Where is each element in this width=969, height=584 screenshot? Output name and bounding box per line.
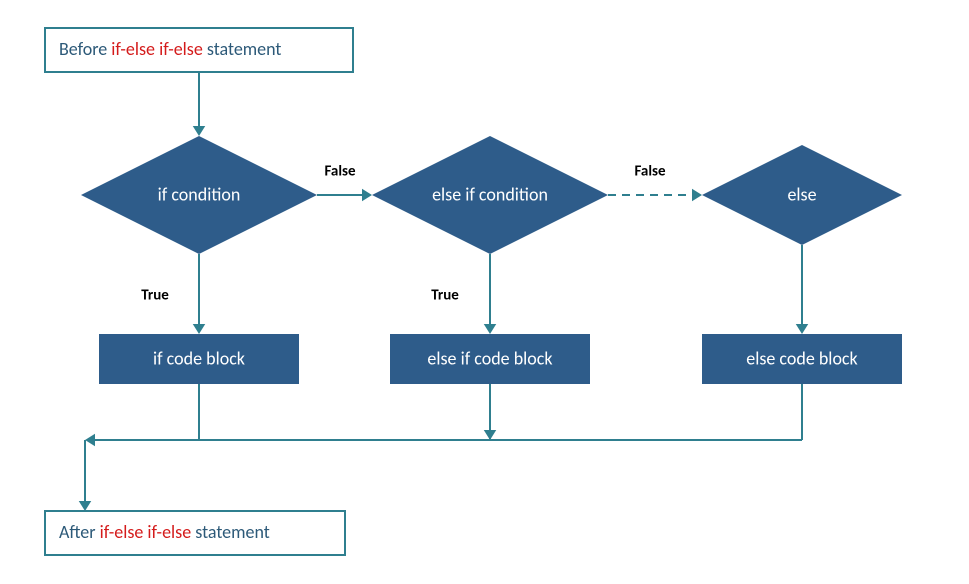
node-after: After if-else if-else statement — [45, 511, 345, 555]
node-d_elseif: else if condition — [372, 136, 608, 254]
node-b_elseif: else if code block — [390, 334, 590, 384]
edge-if_to_elseif: False — [317, 163, 372, 202]
node-d_if: if condition — [81, 136, 317, 254]
node-before: Before if-else if-else statement — [45, 28, 353, 72]
merge-path — [79, 384, 802, 511]
svg-text:After if-else if-else statemen: After if-else if-else statement — [59, 521, 270, 543]
svg-text:else code block: else code block — [746, 347, 857, 369]
svg-text:if code block: if code block — [153, 347, 245, 369]
node-b_if: if code block — [99, 334, 299, 384]
edge-before_to_if — [193, 72, 206, 136]
edge-elseif_to_else: False — [608, 163, 702, 202]
svg-text:else: else — [787, 183, 816, 205]
svg-text:if condition: if condition — [158, 183, 241, 205]
svg-text:Before if-else if-else stateme: Before if-else if-else statement — [59, 38, 281, 60]
svg-text:False: False — [634, 163, 666, 181]
edge-else_to_block — [796, 245, 809, 334]
edge-elseif_to_block: True — [431, 254, 496, 334]
svg-text:True: True — [431, 287, 459, 305]
svg-text:else if code block: else if code block — [427, 347, 552, 369]
svg-text:True: True — [141, 287, 169, 305]
svg-text:False: False — [324, 163, 356, 181]
flowchart-canvas: True True False False Before if-else if-else… — [0, 0, 969, 584]
svg-text:else if condition: else if condition — [432, 183, 548, 205]
node-d_else: else — [702, 145, 902, 245]
node-b_else: else code block — [702, 334, 902, 384]
edge-if_to_block: True — [141, 254, 205, 334]
